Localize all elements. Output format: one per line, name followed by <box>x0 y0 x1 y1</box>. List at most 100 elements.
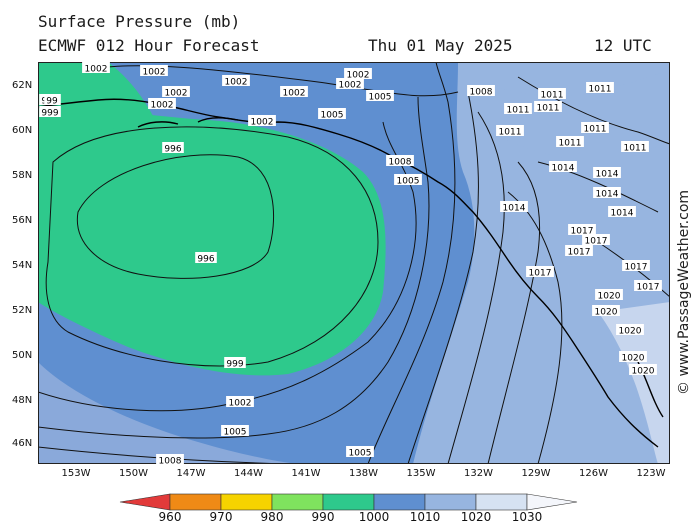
latitude-label: 48N <box>12 395 33 406</box>
isobar-value-label: 1002 <box>226 396 254 409</box>
colorbar-tick-label: 970 <box>209 510 233 524</box>
latitude-label: 46N <box>12 438 33 449</box>
colorbar-tick-label: 1000 <box>358 510 390 524</box>
forecast-time: 12 UTC <box>594 36 652 55</box>
colorbar-tick-label: 960 <box>158 510 182 524</box>
longitude-label: 123W <box>636 468 666 479</box>
isobar-value-label: 1020 <box>595 289 623 302</box>
isobar-value-label: 1008 <box>156 454 184 464</box>
colorbar-tick-label: 980 <box>260 510 284 524</box>
map-title: Surface Pressure (mb) <box>38 12 241 31</box>
band-990-1000 <box>38 108 386 376</box>
svg-text:1011: 1011 <box>507 106 530 116</box>
isobar-value-label: 996 <box>162 142 184 155</box>
svg-text:1017: 1017 <box>637 283 660 293</box>
svg-text:996: 996 <box>164 145 181 155</box>
isobar-value-label: 1008 <box>467 85 495 98</box>
latitude-label: 58N <box>12 170 33 181</box>
svg-text:1011: 1011 <box>499 128 522 138</box>
svg-text:1020: 1020 <box>632 367 655 377</box>
isobar-value-label: 1011 <box>496 125 524 138</box>
svg-text:1014: 1014 <box>611 209 634 219</box>
colorbar-tick-label: 1010 <box>409 510 441 524</box>
isobar-value-label: 1002 <box>222 75 250 88</box>
longitude-label: 147W <box>176 468 206 479</box>
svg-text:1011: 1011 <box>559 139 582 149</box>
colorbar-segment <box>169 493 222 511</box>
svg-text:1011: 1011 <box>541 91 564 101</box>
isobar-value-label: 1011 <box>538 88 566 101</box>
isobar-value-label: 1014 <box>608 206 636 219</box>
isobar-value-label: 1014 <box>549 161 577 174</box>
band-1010-1020-west <box>38 362 298 464</box>
svg-text:1002: 1002 <box>225 78 248 88</box>
isobar-value-label: 1014 <box>500 201 528 214</box>
svg-text:1005: 1005 <box>349 449 372 459</box>
svg-text:1017: 1017 <box>568 248 591 258</box>
isobar-value-label: 1017 <box>634 280 662 293</box>
isobar-value-label: 1020 <box>619 351 647 364</box>
colorbar-tick-label: 990 <box>311 510 335 524</box>
latitude-label: 50N <box>12 350 33 361</box>
longitude-label: 150W <box>119 468 148 479</box>
isobar-value-label: 1011 <box>534 101 562 114</box>
isobar-value-label: 1011 <box>504 103 532 116</box>
isobar-value-label: 1020 <box>616 324 644 337</box>
svg-text:1002: 1002 <box>151 101 174 111</box>
longitude-label: 129W <box>521 468 551 479</box>
svg-text:1002: 1002 <box>229 399 252 409</box>
svg-text:1017: 1017 <box>529 269 552 279</box>
isobar-value-label: 999 <box>224 357 246 370</box>
isobar-value-label: 1017 <box>565 245 593 258</box>
colorbar-segment <box>424 493 477 511</box>
longitude-label: 132W <box>464 468 493 479</box>
isobar-value-label: 1008 <box>386 155 414 168</box>
pressure-colorbar <box>119 493 578 511</box>
latitude-label: 60N <box>12 125 33 136</box>
isobar-value-label: 1002 <box>280 86 308 99</box>
longitude-label: 126W <box>579 468 608 479</box>
svg-text:1002: 1002 <box>347 71 370 81</box>
longitude-label: 144W <box>234 468 263 479</box>
isobar-value-label: 1002 <box>82 62 110 75</box>
isobar-value-label: 1005 <box>366 90 394 103</box>
colorbar-tick-label: 1020 <box>460 510 492 524</box>
latitude-label: 56N <box>12 215 33 226</box>
colorbar-segment <box>220 493 273 511</box>
svg-text:1014: 1014 <box>596 190 619 200</box>
svg-text:1017: 1017 <box>571 227 594 237</box>
svg-text:1005: 1005 <box>224 428 247 438</box>
svg-text:1002: 1002 <box>165 89 188 99</box>
svg-text:1002: 1002 <box>251 118 274 128</box>
colorbar-segment <box>322 493 375 511</box>
svg-text:1020: 1020 <box>619 327 642 337</box>
colorbar-segment <box>271 493 324 511</box>
colorbar-tick-label: 1030 <box>511 510 543 524</box>
svg-text:1020: 1020 <box>598 292 621 302</box>
isobar-value-label: 1011 <box>621 141 649 154</box>
band-1020-1030 <box>598 302 670 464</box>
isobar-value-label: 1017 <box>526 266 554 279</box>
svg-text:1014: 1014 <box>596 170 619 180</box>
svg-text:999: 999 <box>226 360 243 370</box>
isobar-value-label: 1005 <box>346 446 374 459</box>
svg-text:996: 996 <box>197 255 214 265</box>
svg-text:1002: 1002 <box>283 89 306 99</box>
isobar-value-label: 1005 <box>318 108 346 121</box>
isobar-value-label: 1011 <box>581 122 609 135</box>
forecast-date: Thu 01 May 2025 <box>368 36 513 55</box>
isobars <box>38 62 670 464</box>
colorbar-high-triangle <box>526 493 578 511</box>
isobar-value-label: 1002 <box>140 65 168 78</box>
svg-text:1011: 1011 <box>589 85 612 95</box>
map-frame <box>38 62 670 464</box>
isobar-value-label: 1020 <box>629 364 657 377</box>
isobar-value-label: 1017 <box>568 224 596 237</box>
longitude-label: 135W <box>406 468 436 479</box>
svg-text:1002: 1002 <box>339 81 362 91</box>
svg-text:1017: 1017 <box>625 263 648 273</box>
longitude-label: 138W <box>349 468 378 479</box>
isobar-value-label: 1005 <box>394 174 422 187</box>
